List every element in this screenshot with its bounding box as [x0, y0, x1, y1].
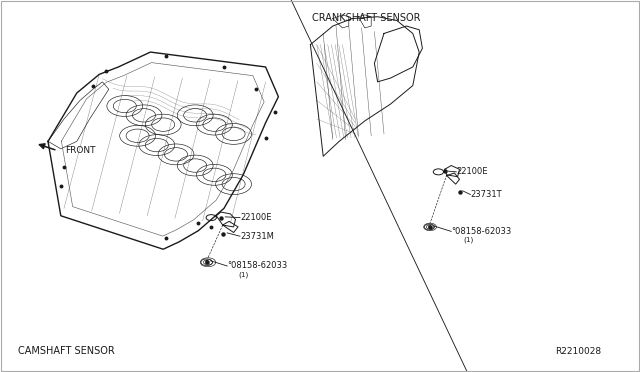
Text: 23731M: 23731M: [240, 232, 274, 241]
Text: 23731T: 23731T: [470, 190, 502, 199]
Text: B: B: [428, 225, 431, 229]
Text: R2210028: R2210028: [556, 347, 602, 356]
Text: °08158-62033: °08158-62033: [451, 227, 511, 236]
Text: °08158-62033: °08158-62033: [227, 262, 287, 270]
Text: B: B: [205, 260, 209, 265]
Text: (1): (1): [463, 236, 474, 243]
Text: 22100E: 22100E: [240, 213, 271, 222]
Text: FRONT: FRONT: [65, 146, 96, 155]
Text: 22100E: 22100E: [456, 167, 488, 176]
Text: (1): (1): [239, 271, 249, 278]
Text: CRANKSHAFT SENSOR: CRANKSHAFT SENSOR: [312, 13, 421, 23]
Text: CAMSHAFT SENSOR: CAMSHAFT SENSOR: [18, 346, 115, 356]
